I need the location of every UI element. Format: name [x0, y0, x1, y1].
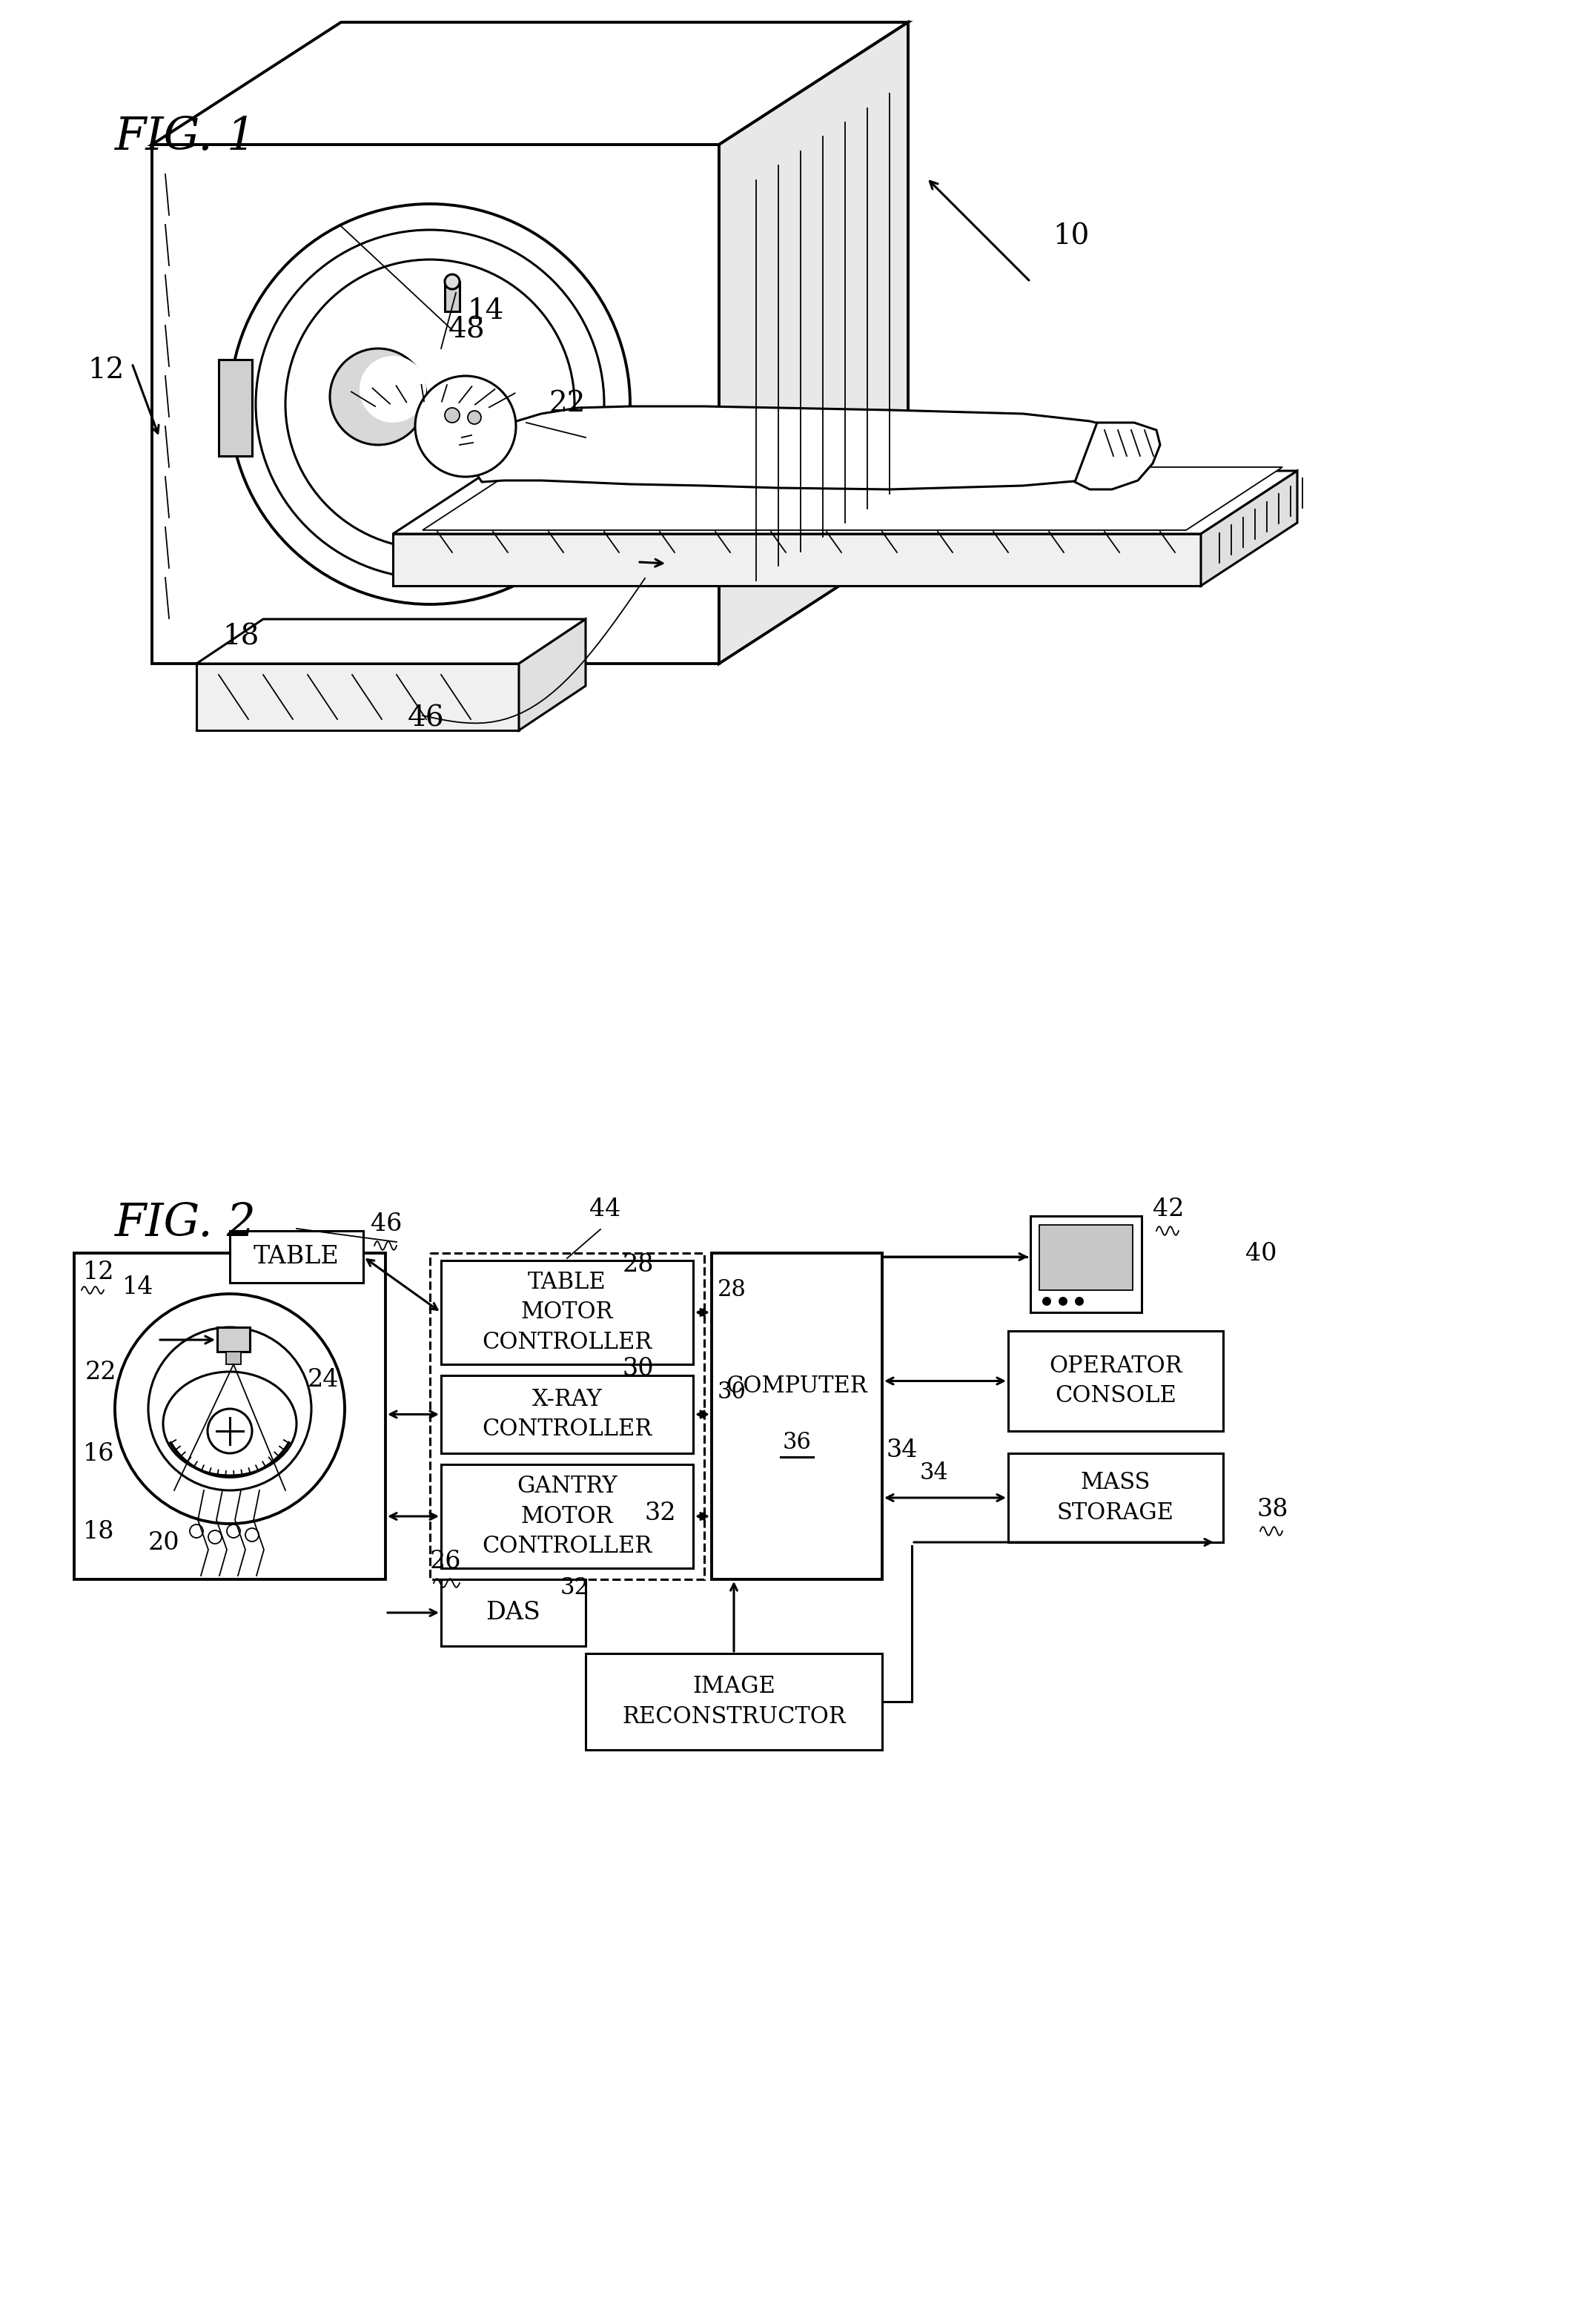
Text: 44: 44 [589, 1198, 621, 1221]
Text: FIG. 1: FIG. 1 [115, 115, 257, 159]
Text: 20: 20 [148, 1531, 180, 1555]
Polygon shape [73, 1253, 386, 1580]
Polygon shape [586, 1654, 883, 1750]
Text: 14: 14 [468, 297, 504, 325]
Polygon shape [1074, 424, 1160, 488]
Polygon shape [152, 23, 908, 145]
Text: 14: 14 [123, 1276, 153, 1299]
Polygon shape [393, 470, 1298, 534]
Circle shape [445, 408, 460, 424]
Polygon shape [445, 281, 460, 311]
Text: 46: 46 [407, 705, 445, 732]
Text: IMAGE
RECONSTRUCTOR: IMAGE RECONSTRUCTOR [622, 1674, 846, 1727]
Text: TABLE: TABLE [254, 1246, 340, 1269]
Circle shape [1074, 1297, 1084, 1306]
Polygon shape [440, 1375, 693, 1453]
Polygon shape [712, 1253, 883, 1580]
Text: 10: 10 [1053, 223, 1088, 251]
Polygon shape [440, 1465, 693, 1568]
Text: GANTRY
MOTOR
CONTROLLER: GANTRY MOTOR CONTROLLER [482, 1474, 653, 1557]
Polygon shape [471, 405, 1135, 488]
Text: TABLE
MOTOR
CONTROLLER: TABLE MOTOR CONTROLLER [482, 1271, 653, 1354]
Text: 34: 34 [886, 1439, 918, 1462]
Polygon shape [1009, 1453, 1223, 1543]
Text: 48: 48 [448, 316, 485, 343]
Circle shape [445, 274, 460, 290]
Text: FIG. 2: FIG. 2 [115, 1202, 257, 1246]
Circle shape [468, 410, 480, 424]
Text: COMPUTER: COMPUTER [726, 1375, 868, 1398]
Text: 22: 22 [549, 389, 586, 417]
Text: 40: 40 [1245, 1241, 1277, 1267]
Text: 24: 24 [308, 1368, 338, 1391]
Polygon shape [152, 145, 720, 663]
Polygon shape [440, 1580, 586, 1647]
Polygon shape [1039, 1225, 1133, 1290]
Circle shape [330, 348, 426, 444]
Text: X-RAY
CONTROLLER: X-RAY CONTROLLER [482, 1389, 653, 1442]
Text: 36: 36 [782, 1430, 811, 1453]
Text: 32: 32 [645, 1502, 677, 1525]
Polygon shape [1009, 1331, 1223, 1430]
Polygon shape [1200, 470, 1298, 585]
Text: 26: 26 [429, 1550, 461, 1573]
Circle shape [115, 1294, 345, 1525]
Text: 42: 42 [1152, 1198, 1184, 1221]
Circle shape [359, 357, 426, 424]
Polygon shape [227, 1352, 241, 1363]
Text: OPERATOR
CONSOLE: OPERATOR CONSOLE [1049, 1354, 1183, 1407]
Text: 18: 18 [83, 1520, 115, 1543]
Polygon shape [1031, 1216, 1141, 1313]
Polygon shape [519, 620, 586, 730]
Text: 16: 16 [83, 1442, 115, 1467]
Text: 12: 12 [88, 357, 124, 385]
Polygon shape [217, 1327, 251, 1352]
Text: DAS: DAS [485, 1601, 541, 1624]
Polygon shape [720, 23, 908, 663]
Text: 30: 30 [718, 1379, 747, 1403]
Polygon shape [230, 1230, 364, 1283]
Circle shape [415, 375, 516, 477]
Text: 28: 28 [718, 1278, 747, 1301]
Polygon shape [196, 620, 586, 663]
Circle shape [230, 205, 630, 603]
Text: 12: 12 [83, 1260, 115, 1285]
Polygon shape [440, 1260, 693, 1363]
Polygon shape [423, 468, 1283, 530]
Circle shape [1042, 1297, 1052, 1306]
Circle shape [1058, 1297, 1068, 1306]
Text: 34: 34 [919, 1462, 948, 1485]
Polygon shape [219, 359, 252, 456]
Text: 28: 28 [622, 1253, 654, 1276]
Circle shape [148, 1327, 311, 1490]
Text: MASS
STORAGE: MASS STORAGE [1057, 1472, 1175, 1525]
Text: 18: 18 [222, 624, 259, 652]
Polygon shape [393, 534, 1200, 585]
Text: 30: 30 [622, 1356, 654, 1379]
Text: 22: 22 [85, 1361, 117, 1384]
Circle shape [255, 230, 605, 578]
Text: 46: 46 [370, 1211, 402, 1237]
Text: 32: 32 [560, 1575, 589, 1598]
Polygon shape [196, 663, 519, 730]
Text: 38: 38 [1256, 1497, 1288, 1522]
Circle shape [286, 260, 575, 548]
